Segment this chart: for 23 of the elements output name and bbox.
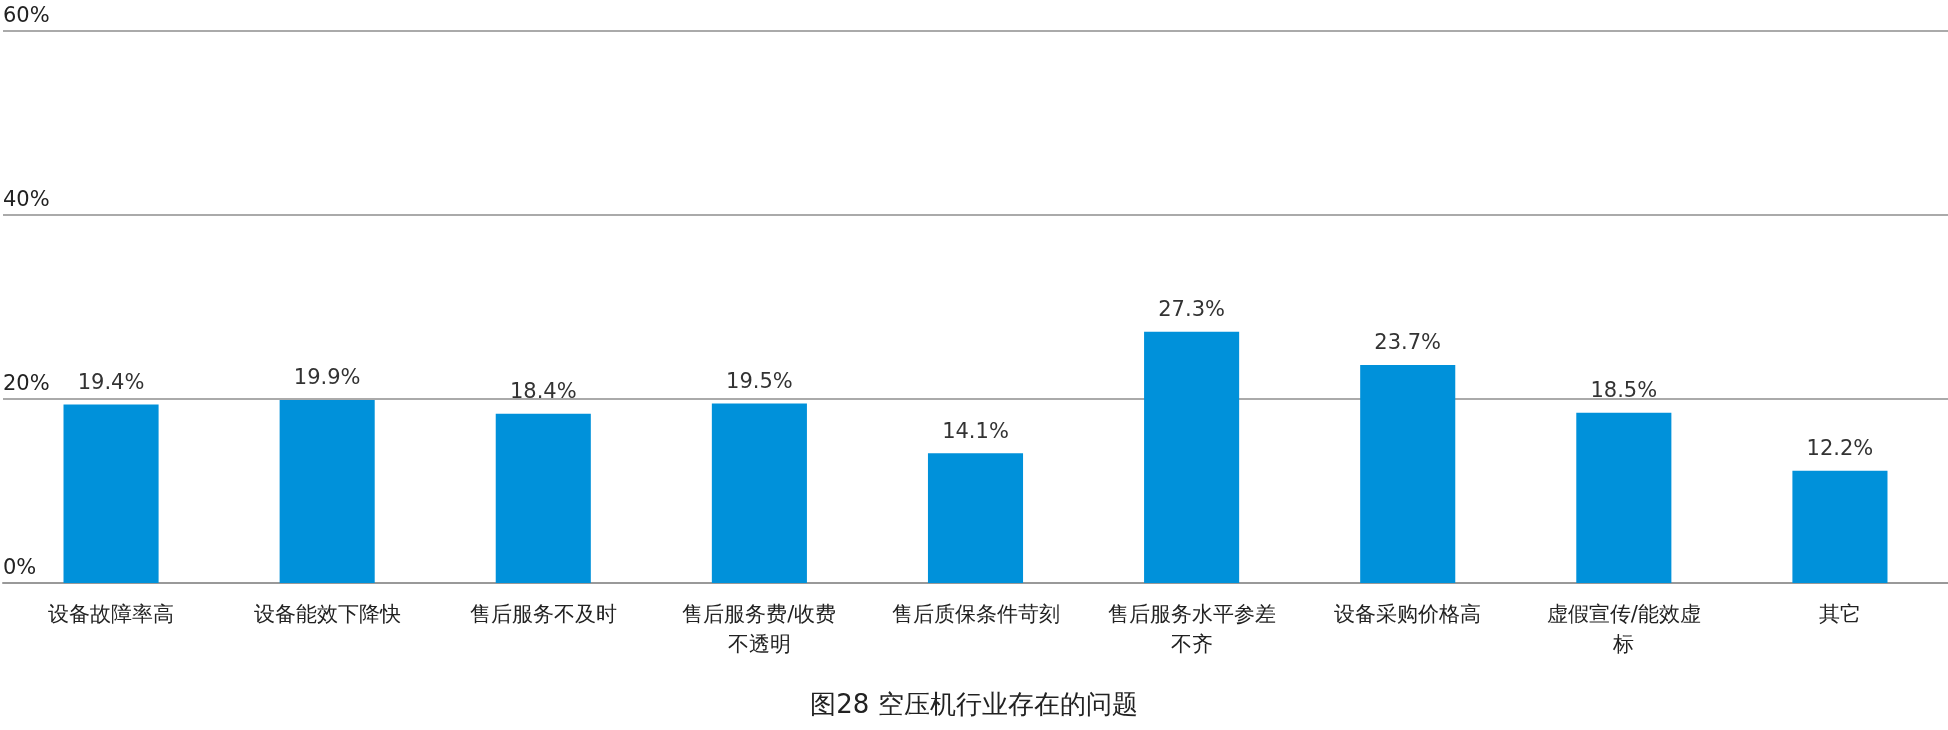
data-label: 14.1% [942, 418, 1009, 443]
x-tick-label: 售后质保条件苛刻 [891, 602, 1060, 626]
data-label: 19.5% [726, 369, 793, 394]
x-tick-label: 售后服务水平参差不齐 [1107, 602, 1276, 656]
x-tick-label: 设备采购价格高 [1334, 602, 1482, 626]
data-label: 23.7% [1374, 330, 1442, 355]
x-tick-label: 虚假宣传/能效虚标 [1546, 602, 1701, 656]
x-tick-label: 设备故障率高 [48, 602, 175, 626]
x-tick-label: 其它 [1818, 602, 1861, 626]
x-tick-label: 设备能效下降快 [253, 602, 401, 626]
text: 图28 空压机行业存在的问题 [810, 689, 1138, 719]
data-label: 27.3% [1158, 297, 1225, 322]
y-tick-label: 20% [3, 370, 50, 395]
data-label: 18.4% [509, 379, 577, 404]
data-label: 19.4% [77, 370, 145, 395]
data-label: 19.9% [293, 365, 361, 390]
x-tick-label: 售后服务不及时 [469, 602, 617, 626]
data-label: 18.5% [1590, 378, 1658, 403]
x-tick-label: 售后服务费/收费不透明 [682, 602, 837, 656]
data-label: 12.2% [1806, 436, 1874, 461]
y-tick-label: 40% [3, 186, 50, 211]
y-tick-label: 0% [3, 554, 37, 579]
y-tick-label: 60% [3, 2, 50, 27]
